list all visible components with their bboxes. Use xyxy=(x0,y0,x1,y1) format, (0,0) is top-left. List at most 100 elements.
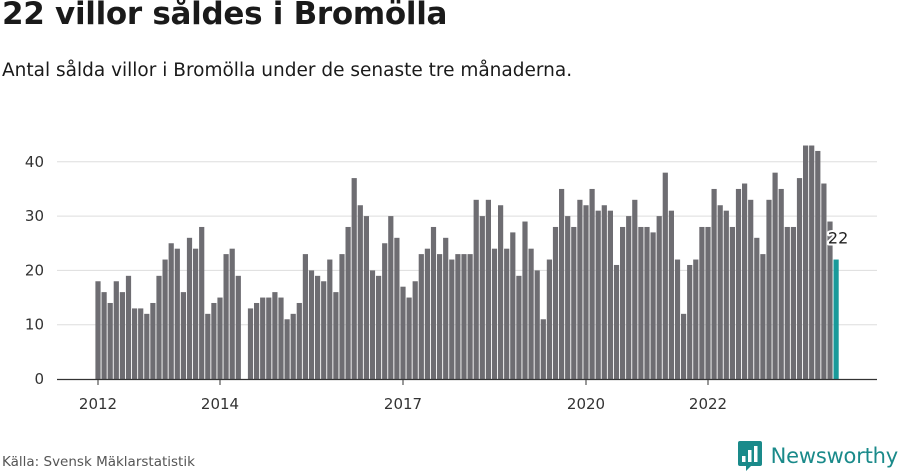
bar xyxy=(815,150,821,379)
bar xyxy=(528,248,534,379)
bar xyxy=(766,199,772,379)
bar xyxy=(455,254,461,379)
bar xyxy=(644,226,650,379)
bars xyxy=(95,145,839,379)
bar xyxy=(150,302,156,379)
bar xyxy=(254,302,260,379)
bar xyxy=(260,297,266,379)
bar xyxy=(693,259,699,379)
bar xyxy=(583,205,589,379)
grid-lines xyxy=(57,161,877,326)
bar xyxy=(186,237,193,379)
bar xyxy=(400,286,406,379)
bar xyxy=(302,254,308,379)
bar xyxy=(809,145,815,379)
x-tick-label: 2014 xyxy=(201,395,239,413)
bar xyxy=(650,232,656,379)
bar xyxy=(827,221,833,379)
bar xyxy=(479,216,485,379)
bar xyxy=(296,302,302,379)
newsworthy-logo-icon xyxy=(737,441,762,471)
bar xyxy=(138,308,144,379)
bar xyxy=(95,281,101,379)
bar xyxy=(717,205,723,379)
bar xyxy=(235,275,241,379)
bar xyxy=(211,302,217,379)
bar xyxy=(437,254,443,379)
bar xyxy=(534,270,540,379)
bar xyxy=(638,226,644,379)
bar xyxy=(662,172,668,379)
bar xyxy=(284,319,290,379)
bar xyxy=(272,292,278,379)
bar xyxy=(205,313,211,379)
bar xyxy=(729,226,735,379)
x-tick-label: 2017 xyxy=(384,395,422,413)
bar xyxy=(229,248,235,379)
bar xyxy=(156,275,162,379)
bar xyxy=(723,210,729,379)
bar xyxy=(119,292,125,379)
bar xyxy=(699,226,705,379)
bar xyxy=(430,226,437,379)
bar xyxy=(778,188,784,379)
bar xyxy=(382,243,388,379)
bar xyxy=(559,188,565,379)
bar xyxy=(522,221,528,379)
bar xyxy=(357,205,363,379)
bar xyxy=(760,254,766,379)
bar xyxy=(388,216,394,379)
bar xyxy=(247,308,254,379)
bar-highlight xyxy=(833,259,839,379)
bar xyxy=(113,281,119,379)
x-tick-label: 2012 xyxy=(79,395,117,413)
bar xyxy=(796,178,803,379)
bar xyxy=(491,248,498,379)
bar xyxy=(571,226,577,379)
x-tick-label: 2020 xyxy=(567,395,605,413)
brand-name: Newsworthy xyxy=(770,444,899,468)
chart-title: 22 villor såldes i Bromölla xyxy=(2,0,448,32)
bar xyxy=(565,216,571,379)
bar xyxy=(162,259,168,379)
bar xyxy=(735,188,742,379)
bar-labels: 22 xyxy=(826,227,850,250)
y-tick-label: 40 xyxy=(25,153,44,171)
y-tick-label: 10 xyxy=(25,316,44,334)
bar xyxy=(168,243,174,379)
bar xyxy=(516,275,522,379)
bar xyxy=(180,292,186,379)
bar xyxy=(363,216,369,379)
bar xyxy=(485,199,491,379)
bar xyxy=(443,237,449,379)
bar xyxy=(803,145,809,379)
bar xyxy=(418,254,424,379)
bar xyxy=(351,178,357,379)
bar xyxy=(144,313,150,379)
bar xyxy=(510,232,516,379)
bar xyxy=(821,183,827,379)
bar xyxy=(394,237,400,379)
bar xyxy=(681,313,687,379)
bar xyxy=(473,199,479,379)
bar xyxy=(327,259,333,379)
brand[interactable]: Newsworthy xyxy=(737,439,898,473)
source-note: Källa: Svensk Mäklarstatistik xyxy=(2,454,195,470)
bar xyxy=(632,199,638,379)
bar xyxy=(223,254,229,379)
bar xyxy=(601,205,607,379)
bar xyxy=(620,226,626,379)
bar xyxy=(315,275,321,379)
bar xyxy=(308,270,315,379)
bar xyxy=(412,281,418,379)
bar xyxy=(193,248,199,379)
x-axis-ticks: 2012 2014 2017 2020 2022 xyxy=(79,379,727,413)
y-tick-label: 0 xyxy=(34,370,44,388)
y-tick-label: 30 xyxy=(25,207,44,225)
bar xyxy=(687,264,693,379)
bar xyxy=(589,188,595,379)
bar xyxy=(101,292,107,379)
chart-subtitle: Antal sålda villor i Bromölla under de s… xyxy=(2,60,573,81)
bar xyxy=(577,199,583,379)
bar xyxy=(772,172,778,379)
